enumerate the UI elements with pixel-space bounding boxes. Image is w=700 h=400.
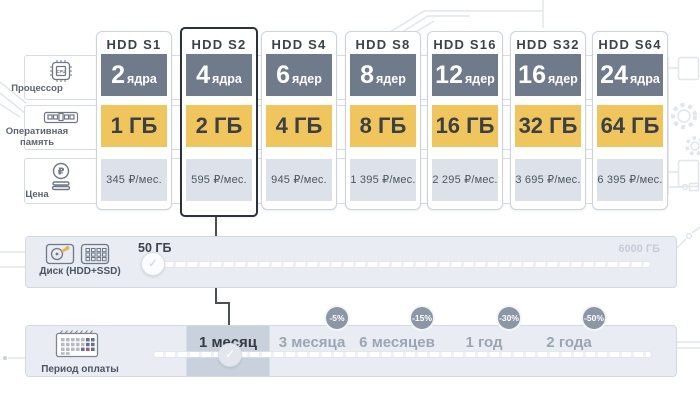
ruble-coin-icon: ₽ [51,162,71,191]
row-label-price: Цена [25,189,49,200]
plan-title: HDD S16 [433,37,497,52]
disk-label: Диск (HDD+SSD) [39,266,121,277]
plan-cores-block: 24 ядра [597,54,663,96]
period-option-5[interactable]: 2 года [546,334,592,351]
plan-title: HDD S32 [516,37,580,52]
hdd-icon [45,243,75,265]
plan-title: HDD S8 [355,37,411,52]
plan-price-block: 2 295 ₽/мес. [432,159,498,201]
plan-cores-block: 16 ядер [515,54,581,96]
plan-cores-block: 2 ядра [101,54,167,96]
cpu-icon: CPU [50,60,72,82]
cores-unit: ядер [547,72,578,86]
discount-badge: -5% [324,305,350,331]
svg-text:CPU: CPU [57,69,66,74]
cores-number: 4 [196,61,211,89]
plan-card-hdd-s8[interactable]: HDD S8 8 ядер 8 ГБ 1 395 ₽/мес. [345,31,421,210]
plan-ram-block: 4 ГБ [266,105,332,147]
plan-ram-block: 16 ГБ [432,105,498,147]
plan-card-hdd-s64[interactable]: HDD S64 24 ядра 64 ГБ 6 395 ₽/мес. [592,31,668,210]
discount-badge: -15% [409,305,435,331]
period-option-4[interactable]: 1 год [465,334,503,351]
payment-period-panel: Период оплаты 1 месяц 3 месяца -5% 6 месяце… [25,305,677,377]
disk-panel: Диск (HDD+SSD) 50 ГБ 6000 ГБ ✓ [25,236,677,288]
plan-price-block: 3 695 ₽/мес. [515,159,581,201]
plan-price-block: 1 395 ₽/мес. [350,159,416,201]
row-label-ram: Оперативная память [5,126,69,148]
period-option-3[interactable]: 6 месяцев [359,334,435,351]
cores-number: 12 [435,61,463,89]
plan-price-block: 6 395 ₽/мес. [597,159,663,201]
cores-number: 8 [360,61,375,89]
plan-card-hdd-s1[interactable]: HDD S1 2 ядра 1 ГБ 345 ₽/мес. [96,31,172,210]
calendar-icon [55,330,99,358]
plan-card-hdd-s4[interactable]: HDD S4 6 ядер 4 ГБ 945 ₽/мес. [261,31,337,210]
cores-number: 2 [111,61,126,89]
plan-ram-block: 64 ГБ [597,105,663,147]
disk-slider-thumb[interactable]: ✓ [141,252,165,276]
plan-cores-block: 6 ядер [266,54,332,96]
ssd-icon [80,243,110,265]
period-label: Период оплаты [41,364,119,375]
plan-card-hdd-s16[interactable]: HDD S16 12 ядер 16 ГБ 2 295 ₽/мес. [427,31,503,210]
node-dot [3,356,7,360]
cores-number: 6 [276,61,291,89]
check-icon: ✓ [147,256,159,270]
plan-ram-block: 2 ГБ [186,105,252,147]
plan-title: HDD S64 [598,37,662,52]
cores-number: 16 [518,61,546,89]
period-slider-track[interactable] [154,352,651,357]
plan-ram-block: 1 ГБ [101,105,167,147]
plan-price-block: 595 ₽/мес. [186,159,252,201]
cores-unit: ядер [376,72,406,86]
svg-text:₽: ₽ [58,167,65,178]
plan-price-block: 345 ₽/мес. [101,159,167,201]
period-slider-thumb[interactable]: ✓ [218,343,242,367]
disk-max-label: 6000 ГБ [618,243,660,255]
cores-unit: ядра [127,72,157,86]
row-label-processor: Процессор [11,83,63,94]
cores-unit: ядра [629,72,660,86]
plan-card-hdd-s2[interactable]: HDD S2 4 ядра 2 ГБ 595 ₽/мес. [180,27,258,217]
plan-title: HDD S4 [271,37,327,52]
discount-badge: -50% [581,305,607,331]
plan-cores-block: 4 ядра [186,54,252,96]
cores-unit: ядер [292,72,322,86]
plan-title: HDD S1 [106,37,162,52]
cores-number: 24 [600,61,628,89]
disk-value-label: 50 ГБ [138,241,172,255]
cores-unit: ядер [464,72,495,86]
plan-card-hdd-s32[interactable]: HDD S32 16 ядер 32 ГБ 3 695 ₽/мес. [510,31,586,210]
ram-icon [43,111,79,124]
plan-ram-block: 8 ГБ [350,105,416,147]
plan-title: HDD S2 [191,37,247,52]
discount-badge: -30% [496,305,522,331]
plan-ram-block: 32 ГБ [515,105,581,147]
plan-price-block: 945 ₽/мес. [266,159,332,201]
plan-cores-block: 8 ядер [350,54,416,96]
period-option-2[interactable]: 3 месяца [278,334,346,351]
disk-slider-track[interactable] [152,262,650,267]
cores-unit: ядра [212,72,242,86]
plan-cores-block: 12 ядер [432,54,498,96]
check-icon: ✓ [224,347,236,361]
